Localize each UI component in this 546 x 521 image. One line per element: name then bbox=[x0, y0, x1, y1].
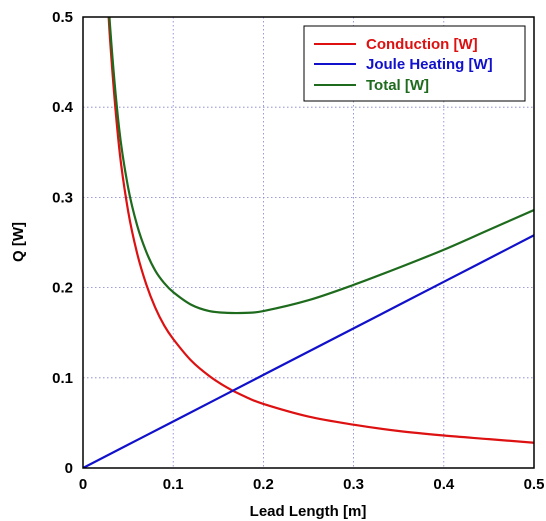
y-tick-label: 0.5 bbox=[52, 9, 73, 26]
y-tick-label: 0.2 bbox=[52, 280, 73, 297]
legend-label-total: Total [W] bbox=[366, 77, 429, 94]
legend-box bbox=[303, 25, 526, 102]
joule-heating-line bbox=[83, 234, 534, 468]
legend-label-conduction: Conduction [W] bbox=[366, 36, 478, 53]
x-tick-label: 0.5 bbox=[524, 476, 545, 493]
y-tick-label: 0.1 bbox=[52, 370, 73, 387]
y-axis-ticks: 0 0.1 0.2 0.3 0.4 0.5 bbox=[52, 9, 74, 477]
conduction-line bbox=[107, 17, 534, 444]
y-tick-label: 0.3 bbox=[52, 189, 73, 206]
y-tick-label: 0.4 bbox=[52, 99, 74, 116]
x-tick-label: 0.2 bbox=[253, 476, 274, 493]
x-tick-label: 0 bbox=[79, 476, 87, 493]
grid bbox=[83, 17, 534, 468]
legend: Conduction [W] Joule Heating [W] Total [… bbox=[303, 25, 526, 102]
legend-label-joule-heating: Joule Heating [W] bbox=[366, 56, 493, 73]
y-axis-label: Q [W] bbox=[10, 222, 27, 262]
x-axis-label: Lead Length [m] bbox=[250, 503, 367, 520]
y-tick-label: 0 bbox=[65, 460, 73, 477]
total-line bbox=[108, 17, 534, 315]
plot-frame bbox=[82, 16, 535, 469]
x-axis-ticks: 0 0.1 0.2 0.3 0.4 0.5 bbox=[79, 476, 545, 493]
x-tick-label: 0.4 bbox=[433, 476, 455, 493]
x-tick-label: 0.3 bbox=[343, 476, 364, 493]
series-layer bbox=[83, 17, 534, 468]
x-tick-label: 0.1 bbox=[163, 476, 184, 493]
